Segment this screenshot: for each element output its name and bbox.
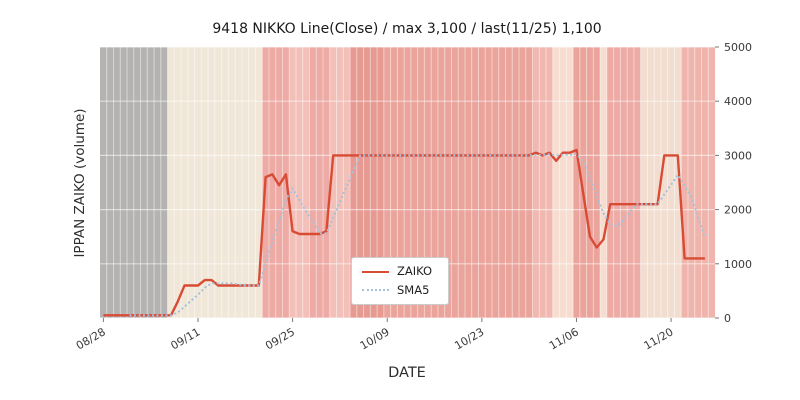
svg-text:09/25: 09/25 xyxy=(263,325,297,352)
svg-text:5000: 5000 xyxy=(724,41,752,54)
svg-text:10/23: 10/23 xyxy=(452,325,486,352)
chart-title: 9418 NIKKO Line(Close) / max 3,100 / las… xyxy=(212,21,601,37)
svg-text:11/06: 11/06 xyxy=(547,325,581,352)
svg-text:2000: 2000 xyxy=(724,204,752,217)
zaiko-line-swatch xyxy=(362,270,389,273)
legend-label-zaiko: ZAIKO xyxy=(397,264,433,278)
gridlines xyxy=(100,46,715,319)
sma5-line-swatch xyxy=(362,289,389,292)
svg-text:08/28: 08/28 xyxy=(74,325,108,352)
x-axis-ticks: 08/28 09/11 09/25 10/09 10/23 11/06 11/20 xyxy=(74,318,676,352)
legend: ZAIKO SMA5 xyxy=(351,257,450,305)
legend-item-zaiko: ZAIKO xyxy=(362,264,433,278)
x-axis-label: DATE xyxy=(388,365,426,381)
data-series xyxy=(103,148,707,317)
svg-text:1000: 1000 xyxy=(724,258,752,271)
legend-item-sma5: SMA5 xyxy=(362,282,432,297)
y-axis-ticks: 0 1000 2000 3000 4000 5000 xyxy=(715,41,752,325)
svg-text:4000: 4000 xyxy=(724,95,752,108)
svg-text:3000: 3000 xyxy=(724,149,752,162)
svg-text:11/20: 11/20 xyxy=(642,325,676,352)
svg-text:0: 0 xyxy=(724,312,731,325)
background-bands xyxy=(100,47,716,318)
svg-text:10/09: 10/09 xyxy=(358,325,392,352)
y-axis-label: IPPAN ZAIKO (volume) xyxy=(72,108,88,257)
svg-text:09/11: 09/11 xyxy=(169,325,203,352)
legend-label-sma5: SMA5 xyxy=(397,282,430,297)
